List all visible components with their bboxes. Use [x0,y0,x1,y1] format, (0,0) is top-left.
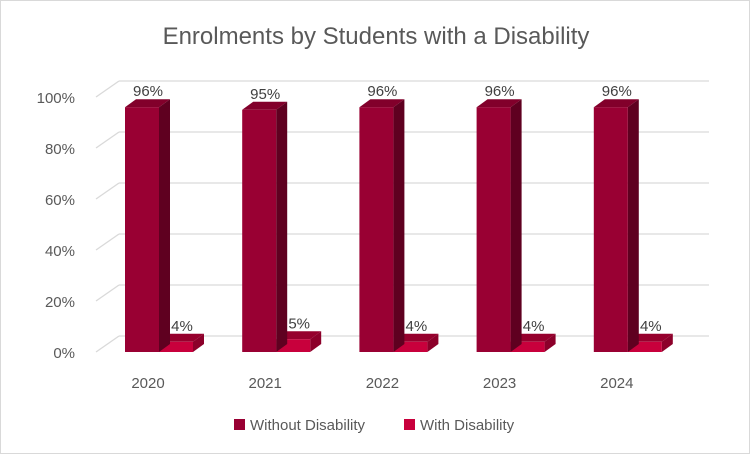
bar-without-disability-top [242,101,288,110]
bar-without-disability-top [593,99,639,108]
bar-without-disability [242,109,277,352]
bar-without-disability-top [476,99,522,108]
gridline-diagonal [95,131,120,149]
bar-without-disability [359,107,394,352]
bar-without-disability-side [510,99,522,352]
bar-with-disability-side [544,333,556,352]
bar-with-disability-side [427,333,439,352]
y-axis: 0% 20% 40% 60% 80% 100% [37,90,75,362]
legend-swatch-with-disability [404,419,415,430]
y-tick-label: 20% [45,294,75,311]
gridline-diagonal [95,233,120,251]
x-tick-label: 2020 [131,375,164,392]
bar-with-disability [393,341,428,352]
legend: Without Disability With Disability [234,417,515,434]
bar-with-disability-top [276,331,322,340]
bar-with-disability [627,341,662,352]
bar-with-disability-top [393,333,439,342]
x-axis: 2020 2021 2022 2023 2024 [131,375,633,392]
y-tick-label: 0% [53,345,75,362]
data-label: 4% [406,318,428,335]
y-tick-label: 100% [37,90,75,107]
x-tick-label: 2024 [600,375,633,392]
gridline-diagonal [95,182,120,200]
bar-with-disability-top [159,333,204,342]
legend-label-without-disability: Without Disability [250,417,366,434]
x-tick-label: 2022 [366,375,399,392]
gridline-diagonal [95,284,120,302]
data-label: 5% [288,315,310,332]
data-label: 95% [250,86,280,103]
bar-without-disability-top [359,99,405,108]
bar-without-disability [593,107,628,352]
gridline-diagonal [95,335,120,353]
y-tick-label: 40% [45,243,75,260]
bar-with-disability-top [510,333,556,342]
data-label: 96% [133,83,163,100]
bar-without-disability-side [159,99,170,352]
category-group-2022: 96% 4% [359,83,439,352]
category-group-2020: 96% 4% [125,83,204,352]
y-tick-label: 80% [45,141,75,158]
bar-without-disability [476,107,511,352]
data-label: 96% [485,83,515,100]
legend-swatch-without-disability [234,419,245,430]
bar-without-disability-side [627,99,639,352]
x-tick-label: 2021 [249,375,282,392]
bar-with-disability [510,341,545,352]
bar-without-disability [125,107,159,352]
data-label: 4% [523,318,545,335]
y-tick-label: 60% [45,192,75,209]
bar-with-disability-side [661,333,673,352]
data-label: 4% [171,318,193,335]
bar-without-disability-side [276,101,288,352]
data-label: 96% [367,83,397,100]
category-group-2023: 96% 4% [476,83,556,352]
gridline-diagonal [95,80,120,98]
legend-label-with-disability: With Disability [420,417,515,434]
bar-with-disability [159,341,193,352]
data-label: 96% [602,83,632,100]
category-group-2024: 96% 4% [593,83,673,352]
bar-with-disability-side [310,331,322,352]
bar-with-disability-top [627,333,673,342]
x-tick-label: 2023 [483,375,516,392]
data-label: 4% [640,318,662,335]
chart-title: Enrolments by Students with a Disability [163,23,590,50]
bar-without-disability-side [393,99,405,352]
category-group-2021: 95% 5% [242,86,322,352]
bar-without-disability-top [125,99,170,108]
bars: 96% 4% 95% 5% 96% 4% 96% 4% 96% 4% [125,83,673,352]
bar-with-disability-side [193,333,204,352]
